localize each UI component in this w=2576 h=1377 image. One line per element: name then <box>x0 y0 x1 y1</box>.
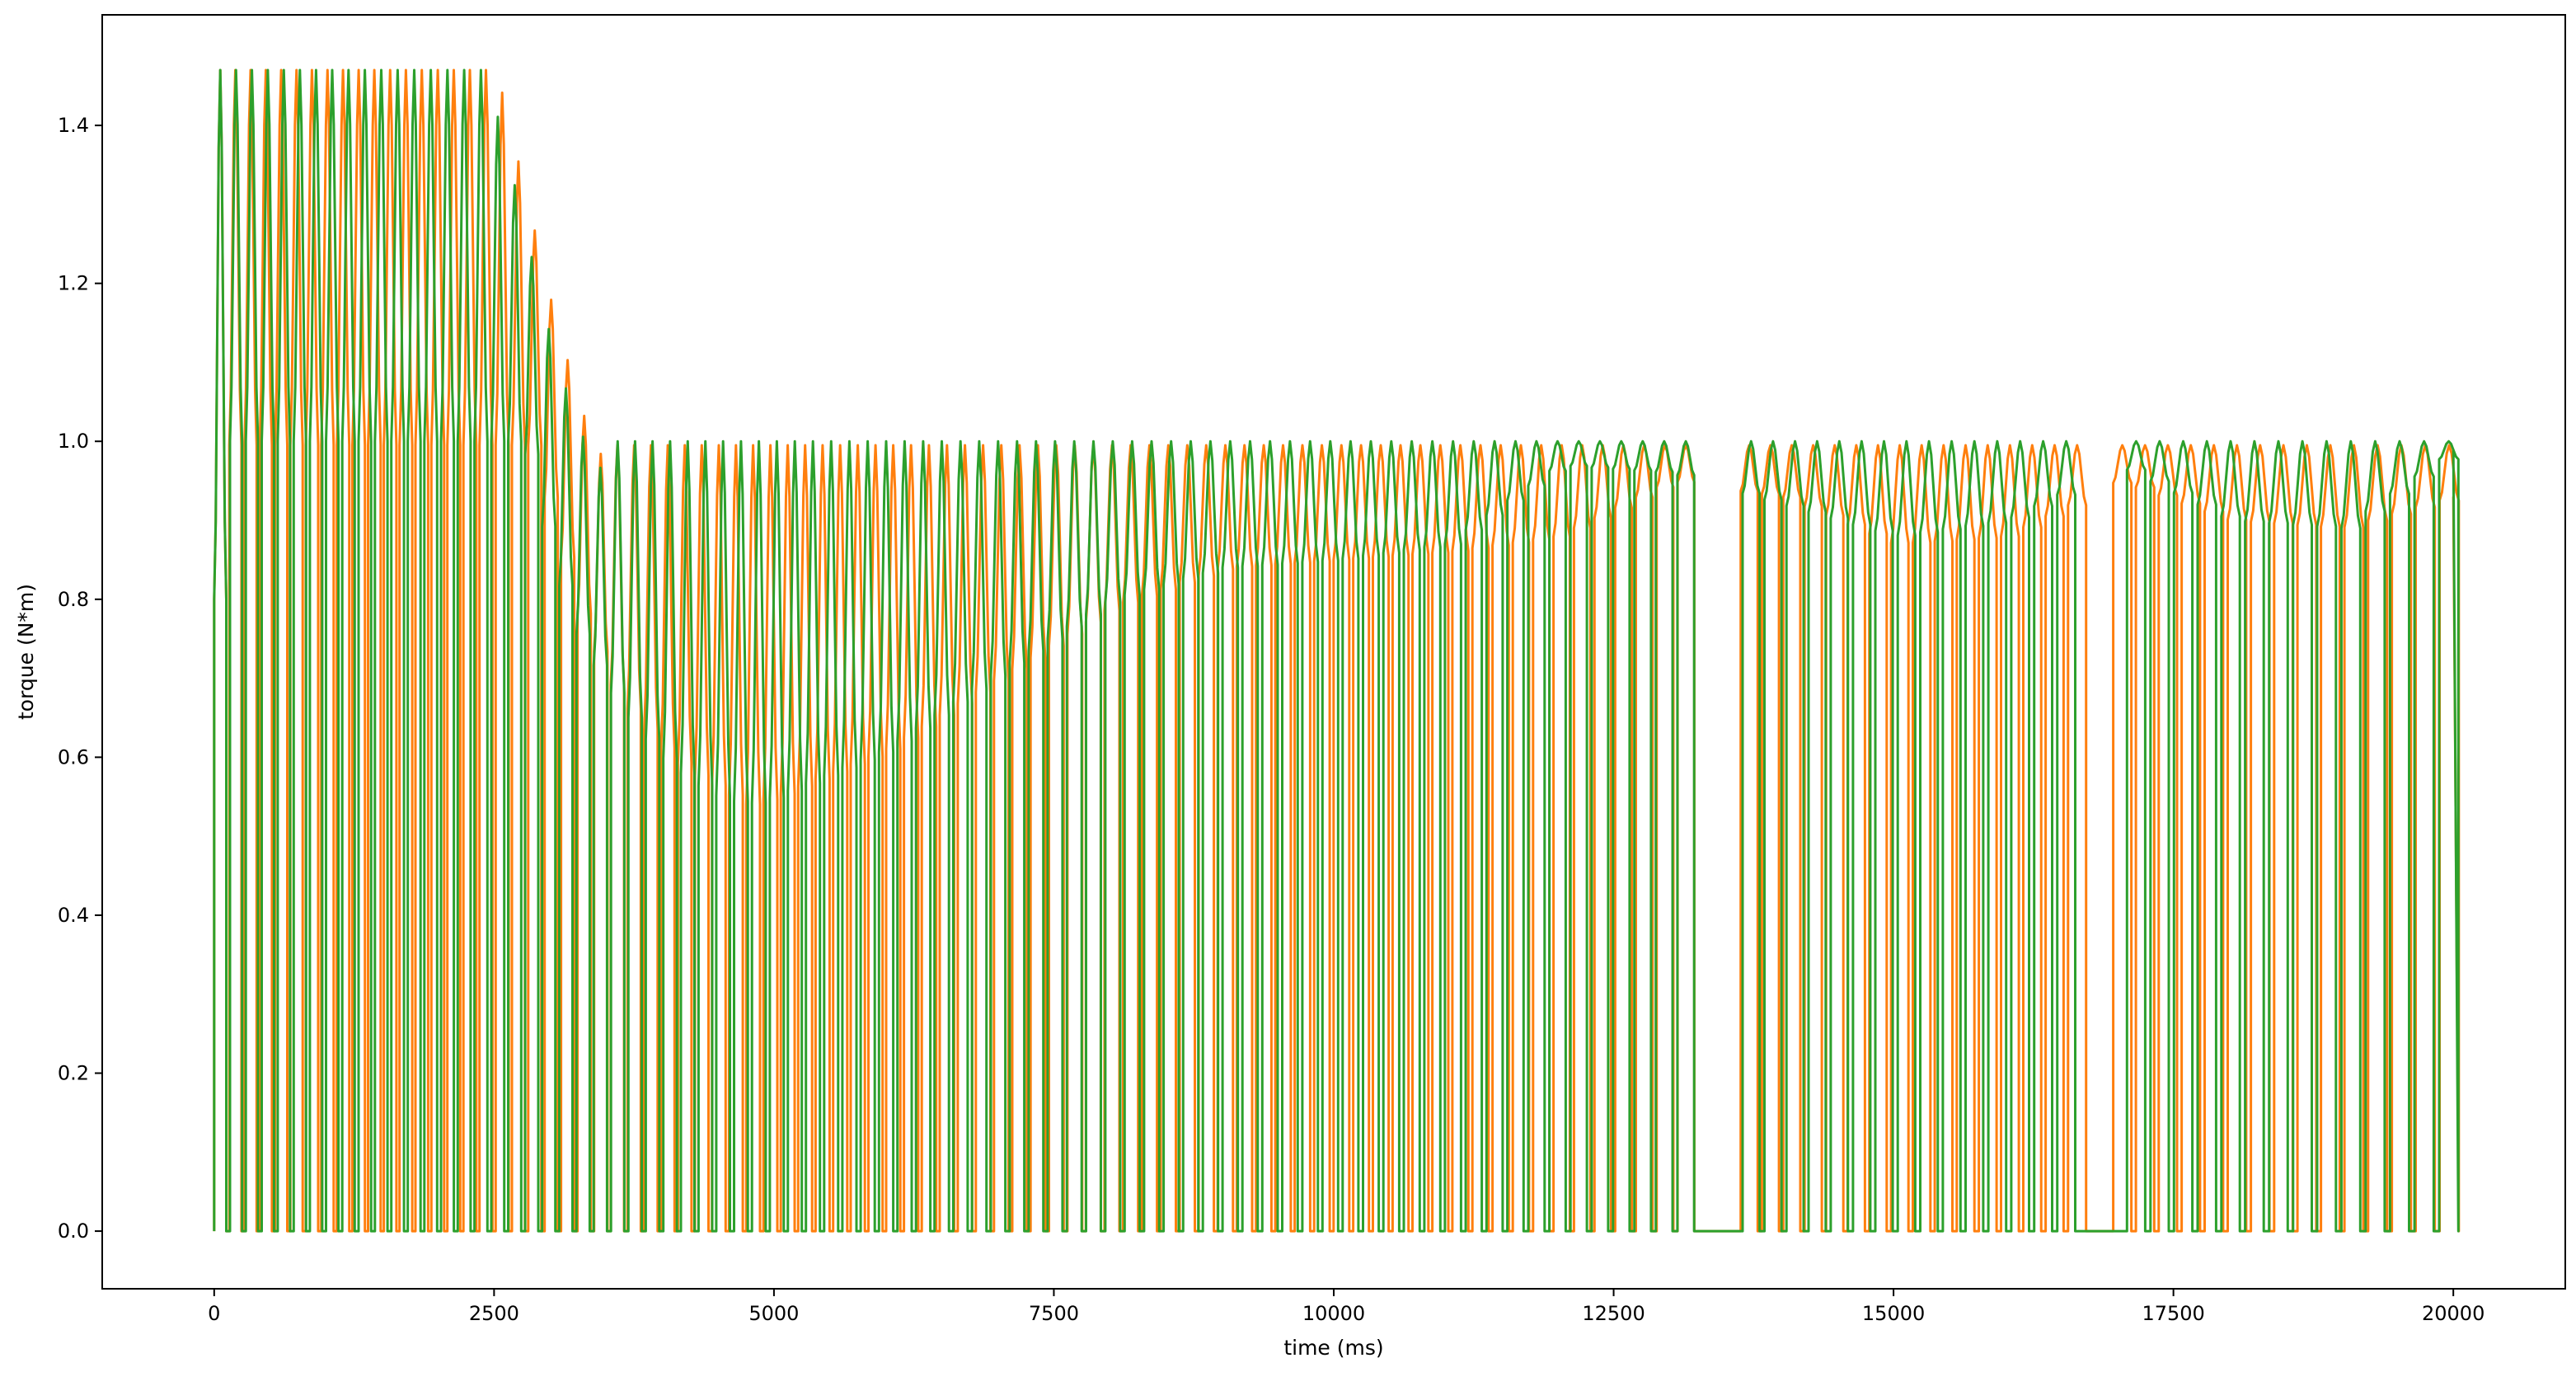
y-tick-label: 1.0 <box>58 430 89 453</box>
x-tick-label: 5000 <box>748 1302 799 1325</box>
series-line-1 <box>213 68 2461 1233</box>
y-axis-ticks: 0.0 0.2 0.4 0.6 0.8 1.0 1.2 1.4 <box>58 114 102 1243</box>
plot-lines <box>213 68 2461 1233</box>
y-tick-label: 0.2 <box>58 1062 89 1085</box>
x-tick-label: 0 <box>208 1302 220 1325</box>
x-tick-label: 15000 <box>1862 1302 1925 1325</box>
x-axis-label: time (ms) <box>1283 1336 1383 1360</box>
x-tick-label: 17500 <box>2142 1302 2204 1325</box>
y-tick-label: 1.2 <box>58 272 89 295</box>
x-tick-label: 10000 <box>1302 1302 1365 1325</box>
axes-frame <box>101 14 2566 1290</box>
y-tick-label: 1.4 <box>58 114 89 137</box>
x-axis-ticks: 0 2500 5000 7500 10000 12500 15000 17500 20000 <box>208 1289 2485 1325</box>
y-tick-label: 0.6 <box>58 745 89 768</box>
x-tick-label: 7500 <box>1029 1302 1079 1325</box>
x-tick-label: 12500 <box>1582 1302 1645 1325</box>
x-tick-label: 20000 <box>2422 1302 2485 1325</box>
y-tick-label: 0.0 <box>58 1220 89 1243</box>
y-tick-label: 0.8 <box>58 588 89 611</box>
y-tick-label: 0.4 <box>58 904 89 927</box>
y-axis-label: torque (N*m) <box>14 584 38 720</box>
series-line-2 <box>213 68 2460 1233</box>
x-tick-label: 2500 <box>469 1302 519 1325</box>
